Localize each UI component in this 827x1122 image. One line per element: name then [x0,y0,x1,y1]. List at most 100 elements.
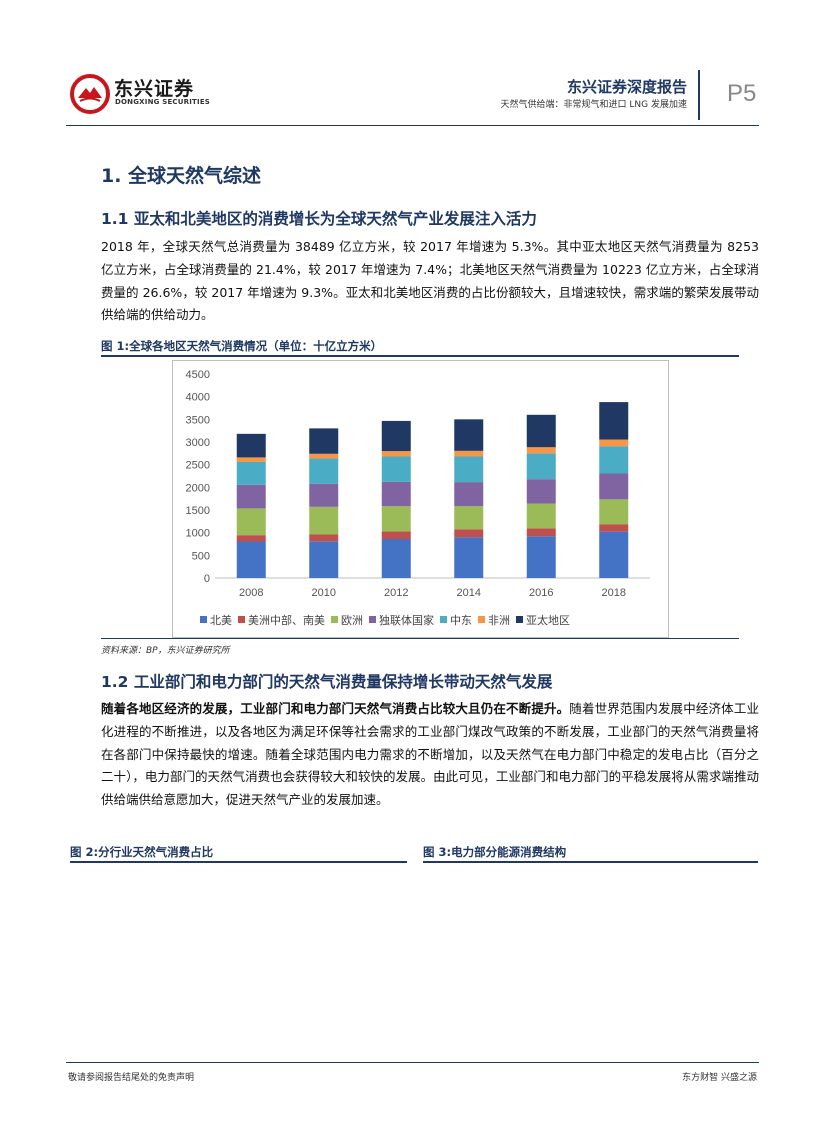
legend-swatch [331,616,338,623]
y-tick-label: 3000 [186,437,210,449]
bar-segment [236,484,266,509]
bar-segment [599,402,629,440]
figure-3-rule [423,861,758,863]
x-tick-label: 2018 [602,587,626,599]
bar-segment [526,536,556,578]
y-tick-label: 4000 [186,392,210,404]
legend-item: 北美 [200,612,232,628]
legend-item: 美洲中部、南美 [238,612,325,628]
figure-1-title: 图 1:全球各地区天然气消费情况（单位：十亿立方米） [101,339,383,353]
legend-label: 非洲 [488,614,510,627]
bar-segment [454,419,484,451]
legend-label: 欧洲 [341,614,363,627]
legend-item: 欧洲 [331,612,363,628]
legend-item: 非洲 [478,612,510,628]
subsection-heading-1-2: 1.2 工业部门和电力部门的天然气消费量保持增长带动天然气发展 [101,673,553,691]
bar-segment [309,506,339,535]
bar-segment [309,534,339,542]
bar-segment [454,537,484,578]
bar-segment [381,451,411,457]
bar-segment [309,453,339,459]
bar-segment [309,458,339,484]
legend-label: 中东 [450,614,472,627]
bar-segment [454,482,484,507]
paragraph-1-2: 随着各地区经济的发展，工业部门和电力部门天然气消费占比较大且仍在不断提升。随着世… [101,698,759,812]
subsection-heading-1-1: 1.1 亚太和北美地区的消费增长为全球天然气产业发展注入活力 [101,210,537,228]
y-tick-label: 0 [204,573,210,585]
footer-slogan: 东方财智 兴盛之源 [682,1073,757,1083]
bar-segment [454,506,484,530]
x-tick-label: 2008 [239,587,263,599]
header-divider [698,70,700,120]
legend-label: 亚太地区 [526,614,570,627]
figure-2-rule [70,861,407,863]
legend-item: 亚太地区 [516,612,570,628]
bar-segment [236,457,266,462]
bar-segment [454,450,484,457]
page-number: P5 [727,80,757,107]
bar-segment [599,439,629,447]
x-tick-label: 2010 [312,587,336,599]
bar-segment [381,531,411,540]
stacked-bar-chart: 0 500 1000 1500 2000 2500 3000 3500 4000 4500 2008… [186,369,650,599]
report-subtitle: 天然气供给端：非常规气和进口 LNG 发展加速 [500,100,687,110]
bar-segment [599,499,629,525]
y-tick-label: 4500 [186,369,210,381]
legend-item: 中东 [440,612,472,628]
paragraph-1-2-lead: 随着各地区经济的发展，工业部门和电力部门天然气消费占比较大且仍在不断提升。 [101,701,570,716]
bar-segment [526,528,556,537]
y-tick-label: 2000 [186,482,210,494]
bar-segment [236,541,266,578]
bar-segment [381,420,411,452]
legend-swatch [369,616,376,623]
footer-rule [66,1062,759,1063]
bar-segment [526,479,556,504]
bar-segment [526,503,556,529]
bar-segment [381,539,411,578]
bar-segment [381,456,411,482]
bar-segment [599,473,629,500]
bar-segment [454,456,484,483]
bar-segment [309,483,339,507]
y-tick-label: 2500 [186,460,210,472]
y-tick-label: 1500 [186,505,210,517]
legend-item: 独联体国家 [369,612,434,628]
header-rule [66,125,759,126]
x-tick-label: 2016 [529,587,553,599]
bar-segment [236,461,266,485]
footer-disclaimer: 敬请参阅报告结尾处的免责声明 [68,1073,195,1083]
figure-1-top-rule [101,355,739,357]
figure-2-title: 图 2:分行业天然气消费占比 [70,845,214,859]
bar-segment [236,433,266,458]
figure-1-bottom-rule [101,638,739,639]
bar-segment [526,414,556,448]
legend-label: 美洲中部、南美 [248,614,325,627]
bar-segment [381,481,411,507]
dongxing-logo-icon [70,74,110,114]
figure-3-title: 图 3:电力部分能源消费结构 [423,845,567,859]
bar-segment [526,447,556,454]
x-tick-label: 2012 [384,587,408,599]
bar-segment [381,506,411,532]
brand-name-en: DONGXING SECURITIES [115,98,211,106]
legend-swatch [238,616,245,623]
x-tick-label: 2014 [457,587,481,599]
bar-segment [309,428,339,454]
figure-1-source: 资料来源：BP，东兴证券研究所 [101,646,230,656]
bar-segment [526,453,556,480]
bar-segment [599,446,629,474]
bar-segment [454,529,484,538]
section-heading: 1. 全球天然气综述 [101,165,262,187]
report-type: 东兴证券深度报告 [566,78,687,96]
bar-segment [599,524,629,532]
y-tick-label: 3500 [186,414,210,426]
paragraph-1-1: 2018 年，全球天然气总消费量为 38489 亿立方米，较 2017 年增速为… [101,239,759,323]
bar-segment [599,531,629,578]
paragraph-1-2-body: 随着世界范围内发展中经济体工业化进程的不断推进，以及各地区为满足环保等社会需求的… [101,701,759,808]
legend-label: 北美 [210,614,232,627]
chart-legend: 北美 美洲中部、南美 欧洲 独联体国家 中东 非洲 亚太地区 [200,612,576,628]
y-tick-label: 1000 [186,528,210,540]
bar-segment [236,508,266,536]
brand-name-cn: 东兴证券 [114,78,195,100]
legend-swatch [516,616,523,623]
